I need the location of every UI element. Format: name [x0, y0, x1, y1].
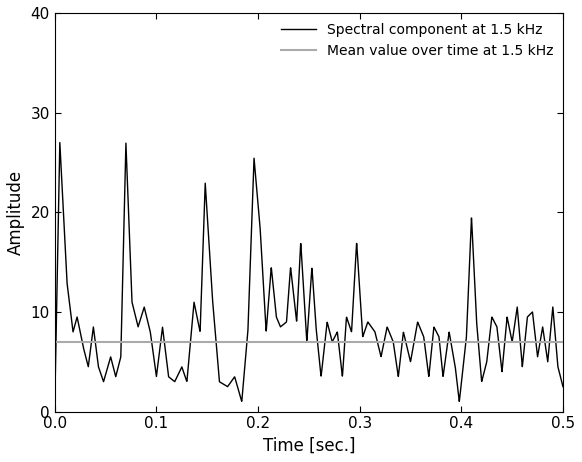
- Y-axis label: Amplitude: Amplitude: [7, 170, 25, 255]
- Spectral component at 1.5 kHz: [246, 274, 253, 280]
- Line: Spectral component at 1.5 kHz: Spectral component at 1.5 kHz: [55, 143, 563, 407]
- Spectral component at 1.5 kHz: [549, 308, 556, 314]
- Spectral component at 1.5 kHz: [56, 140, 63, 146]
- X-axis label: Time [sec.]: Time [sec.]: [262, 437, 355, 455]
- Spectral component at 1.5 kHz: [51, 404, 58, 409]
- Spectral component at 1.5 kHz: [140, 308, 147, 314]
- Spectral component at 1.5 kHz: [559, 384, 566, 389]
- Spectral component at 1.5 kHz: [109, 363, 116, 368]
- Spectral component at 1.5 kHz: [495, 337, 502, 343]
- Spectral component at 1.5 kHz: [268, 270, 275, 275]
- Legend: Spectral component at 1.5 kHz, Mean value over time at 1.5 kHz: Spectral component at 1.5 kHz, Mean valu…: [275, 17, 559, 63]
